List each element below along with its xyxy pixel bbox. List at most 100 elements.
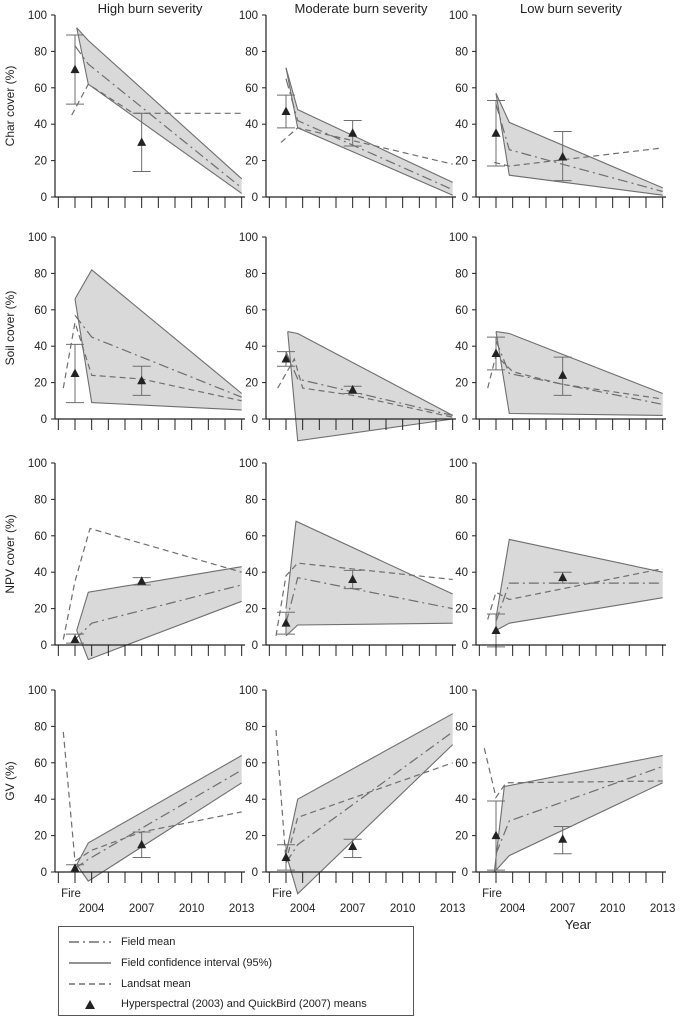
legend-item-field-mean: Field mean <box>67 933 175 951</box>
landsat-mean-line <box>71 83 242 116</box>
y-tick-label: 100 <box>28 232 47 244</box>
ci-band <box>494 755 663 872</box>
ci-lower-line <box>74 298 242 411</box>
field-mean-line <box>285 78 453 191</box>
x-tick-label: 2010 <box>179 903 205 915</box>
y-tick-label: 0 <box>252 192 258 204</box>
sensor-mean-marker <box>137 375 147 385</box>
y-tick-label: 40 <box>455 119 468 131</box>
x-tick-label: 2004 <box>290 903 316 915</box>
ci-upper-line <box>495 331 663 395</box>
field-mean-line <box>285 351 453 416</box>
y-tick-label: 60 <box>245 531 258 543</box>
y-tick-label: 20 <box>245 831 258 843</box>
x-tick-label: 2013 <box>440 903 466 915</box>
sensor-mean-marker <box>348 841 358 851</box>
sensor-mean-marker <box>137 576 147 585</box>
y-tick-label: 80 <box>34 268 47 280</box>
y-tick-label: 20 <box>34 156 47 168</box>
y-tick-label: 100 <box>239 232 258 244</box>
y-tick-label: 0 <box>41 640 47 652</box>
ci-band <box>496 331 663 416</box>
sensor-mean-marker <box>348 384 358 394</box>
panel-1-2: 0 20 40 60 80 100 <box>449 232 666 430</box>
ci-band <box>75 269 242 410</box>
panel-2-1: 0 20 40 60 80 100 <box>239 458 456 656</box>
y-tick-label: 60 <box>245 305 258 317</box>
panel-3-0: 0 20 40 60 80 100 2004 2007 2010 2013 Fire <box>28 685 255 915</box>
y-tick-label: 80 <box>245 46 258 58</box>
y-tick-label: 20 <box>455 604 468 616</box>
sensor-mean-marker <box>491 348 501 357</box>
row-axis-label: Char cover (%) <box>3 66 17 147</box>
y-tick-label: 40 <box>455 567 468 579</box>
y-tick-label: 0 <box>41 414 47 426</box>
x-tick-label: 2004 <box>79 903 105 915</box>
ci-upper-line <box>285 67 453 183</box>
y-tick-label: 60 <box>455 83 468 95</box>
ci-upper-line <box>495 93 663 189</box>
y-tick-label: 40 <box>34 567 47 579</box>
y-tick-label: 20 <box>455 378 468 390</box>
field-mean-line <box>285 731 454 864</box>
ci-lower-line <box>287 331 453 442</box>
legend-swatch-sensor <box>85 1000 95 1009</box>
y-tick-label: 20 <box>34 378 47 390</box>
y-tick-label: 20 <box>245 156 258 168</box>
landsat-mean-line <box>275 562 453 636</box>
y-tick-label: 40 <box>455 794 468 806</box>
x-tick-label: 2013 <box>229 903 255 915</box>
row-axis-label: NPV cover (%) <box>3 514 17 593</box>
y-tick-label: 20 <box>455 156 468 168</box>
y-tick-label: 100 <box>28 10 47 22</box>
ci-lower-line <box>285 622 453 637</box>
panel-0-0: 0 20 40 60 80 100 <box>28 10 245 208</box>
panel-0-1: 0 20 40 60 80 100 <box>239 10 456 208</box>
y-tick-label: 60 <box>34 531 47 543</box>
x-tick-label: 2004 <box>500 903 526 915</box>
legend-label-sensor: Hyperspectral (2003) and QuickBird (2007… <box>121 998 367 1010</box>
sensor-mean-marker <box>70 64 80 74</box>
column-title: High burn severity <box>98 1 203 16</box>
sensor-mean-marker <box>348 574 358 583</box>
landsat-mean-line <box>494 147 663 167</box>
legend-label-landsat: Landsat mean <box>121 978 191 990</box>
y-tick-label: 40 <box>34 794 47 806</box>
legend-swatch-landsat <box>69 983 111 985</box>
sensor-mean-marker <box>281 618 291 627</box>
y-tick-label: 100 <box>239 458 258 470</box>
field-mean-line <box>285 577 453 624</box>
ci-upper-line <box>76 566 242 631</box>
y-tick-label: 60 <box>455 758 468 770</box>
ci-lower-line <box>495 597 663 631</box>
y-tick-label: 80 <box>455 721 468 733</box>
y-tick-label: 40 <box>245 119 258 131</box>
x-axis-title: Year <box>565 917 592 932</box>
y-tick-label: 20 <box>455 831 468 843</box>
sensor-mean-marker <box>281 852 291 861</box>
y-tick-label: 40 <box>245 567 258 579</box>
ci-upper-line <box>287 331 453 416</box>
column-title: Low burn severity <box>520 1 622 16</box>
y-tick-label: 60 <box>34 758 47 770</box>
y-tick-label: 60 <box>245 83 258 95</box>
landsat-mean-line <box>487 568 663 620</box>
y-tick-label: 20 <box>245 604 258 616</box>
y-tick-label: 60 <box>455 531 468 543</box>
y-tick-label: 80 <box>455 268 468 280</box>
y-tick-label: 40 <box>245 794 258 806</box>
legend-item-sensor: Hyperspectral (2003) and QuickBird (2007… <box>67 995 367 1013</box>
ci-upper-line <box>285 713 453 854</box>
ci-band <box>286 713 453 894</box>
y-tick-label: 100 <box>239 685 258 697</box>
row-axis-label: Soil cover (%) <box>3 291 17 366</box>
y-tick-label: 100 <box>449 458 468 470</box>
x-tick-label: 2007 <box>129 903 155 915</box>
panel-0-2: 0 20 40 60 80 100 <box>449 10 666 208</box>
y-tick-label: 80 <box>455 494 468 506</box>
y-tick-label: 20 <box>34 604 47 616</box>
y-tick-label: 80 <box>245 268 258 280</box>
x-tick-label: 2010 <box>390 903 416 915</box>
legend-label-field-mean: Field mean <box>121 936 176 948</box>
